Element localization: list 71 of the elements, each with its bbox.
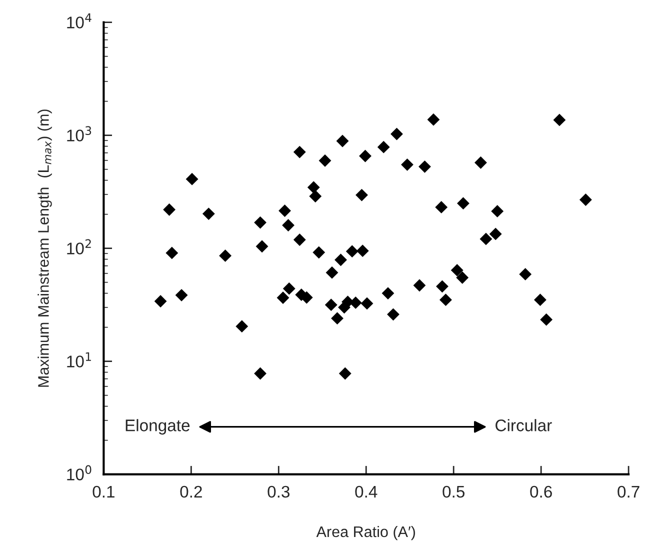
point bbox=[360, 297, 374, 310]
point bbox=[457, 197, 470, 210]
point bbox=[450, 264, 464, 276]
point bbox=[307, 181, 320, 194]
point bbox=[356, 188, 368, 202]
point bbox=[166, 246, 178, 260]
point bbox=[256, 240, 268, 253]
point bbox=[334, 254, 347, 266]
x-axis-title: Area Ratio (A′) bbox=[316, 526, 415, 540]
point bbox=[474, 156, 487, 169]
point bbox=[254, 367, 266, 380]
point bbox=[175, 288, 188, 302]
point bbox=[219, 250, 232, 262]
point bbox=[309, 190, 322, 202]
point bbox=[427, 113, 440, 126]
point bbox=[163, 203, 176, 216]
point bbox=[534, 294, 546, 306]
point bbox=[282, 219, 294, 232]
point bbox=[293, 146, 306, 158]
point bbox=[489, 228, 502, 240]
point bbox=[579, 194, 592, 206]
point bbox=[390, 128, 403, 140]
x-tick-label: 0.4 bbox=[355, 486, 378, 498]
point bbox=[436, 280, 448, 293]
x-tick-label: 0.6 bbox=[530, 486, 552, 498]
point bbox=[338, 367, 352, 380]
y-tick-label: 10$^{0}$ bbox=[67, 465, 92, 480]
y-tick-label: 10$^{2}$ bbox=[67, 239, 91, 254]
point bbox=[401, 158, 414, 171]
y-tick-label: 10$^{3}$ bbox=[67, 126, 92, 142]
point bbox=[346, 245, 358, 258]
point bbox=[382, 287, 394, 300]
point bbox=[440, 294, 452, 306]
point bbox=[356, 244, 369, 258]
point bbox=[312, 246, 326, 259]
point bbox=[387, 308, 400, 321]
point bbox=[293, 234, 306, 246]
point bbox=[480, 232, 492, 246]
x-tick-label: 0.3 bbox=[268, 486, 290, 498]
point bbox=[154, 295, 167, 308]
y-tick-label: 10$^{1}$ bbox=[67, 352, 91, 368]
point bbox=[276, 292, 290, 304]
annotation: Elongate bbox=[126, 419, 190, 435]
point bbox=[254, 216, 266, 229]
point bbox=[413, 279, 426, 292]
point bbox=[202, 208, 215, 220]
point bbox=[326, 266, 338, 279]
point bbox=[324, 298, 338, 312]
point bbox=[336, 134, 349, 148]
y-axis-title: Maximum Mainstream Length (L$_{max}$) (m) bbox=[38, 110, 52, 387]
point bbox=[491, 204, 504, 218]
point bbox=[435, 201, 448, 214]
point bbox=[540, 313, 553, 326]
point bbox=[377, 140, 390, 154]
point bbox=[186, 172, 198, 186]
point bbox=[418, 160, 431, 173]
point bbox=[553, 114, 566, 126]
annotation: Circular bbox=[496, 419, 552, 432]
point bbox=[456, 271, 469, 284]
point bbox=[331, 312, 344, 325]
point bbox=[236, 320, 248, 333]
point bbox=[278, 204, 291, 217]
point bbox=[519, 268, 532, 280]
point bbox=[359, 150, 372, 162]
y-tick-label: 10$^{4}$ bbox=[67, 13, 92, 28]
x-tick-label: 0.7 bbox=[618, 486, 640, 498]
point bbox=[318, 154, 332, 167]
x-tick-label: 0.5 bbox=[442, 486, 464, 498]
x-tick-label: 0.2 bbox=[180, 486, 202, 498]
point bbox=[282, 282, 296, 295]
x-tick-label: 0.1 bbox=[92, 486, 114, 498]
